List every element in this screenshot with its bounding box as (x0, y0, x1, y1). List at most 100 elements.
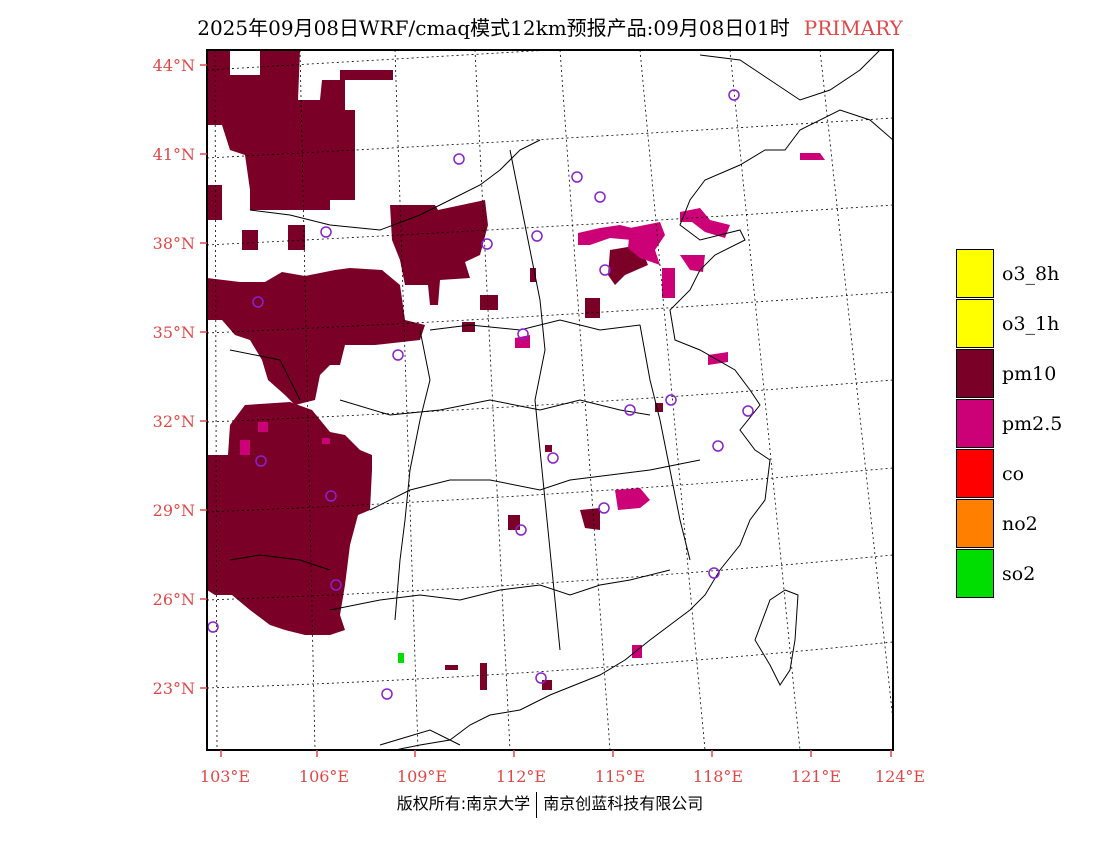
province-border-8 (639, 324, 691, 561)
station-marker (531, 230, 543, 242)
province-border-10 (229, 554, 331, 571)
lat-axis-labels: 44°N 41°N 38°N 35°N 32°N 29°N 26°N 23°N (153, 56, 195, 698)
legend-label: o3_1h (1002, 313, 1060, 335)
legend-swatch (956, 349, 994, 398)
footer-divider (536, 791, 538, 818)
pm10-region-north (207, 50, 355, 210)
boundaries (229, 50, 893, 750)
lat-label: 44°N (153, 56, 195, 75)
station-marker (330, 579, 342, 591)
map-plot-area (207, 50, 893, 750)
legend-label: co (1002, 463, 1025, 485)
pm25-spot-guangdong (632, 645, 642, 658)
station-marker (320, 226, 332, 238)
pm25-region-shandong (680, 255, 705, 272)
pm10-region-west-spot2 (288, 225, 305, 250)
province-border-4 (369, 459, 701, 511)
legend-label: o3_8h (1002, 263, 1060, 285)
lon-label: 103°E (200, 767, 250, 786)
legend-item-co: co (956, 449, 1100, 499)
legend-swatch (956, 399, 994, 448)
legend-swatch (956, 549, 994, 598)
station-marker (381, 688, 393, 700)
legend-label: no2 (1002, 513, 1038, 535)
lat-label: 38°N (153, 234, 195, 253)
legend-item-o3-8h: o3_8h (956, 249, 1100, 299)
pm25-spot-hunan (322, 438, 330, 444)
station-marker (517, 328, 529, 340)
legend-label: pm2.5 (1002, 413, 1063, 435)
station-marker (252, 296, 264, 308)
station-marker (535, 672, 547, 684)
pm25-region-bohai (680, 208, 730, 238)
province-border-2 (429, 319, 641, 331)
pm25-spot-sichuan (240, 440, 250, 455)
province-border-1 (249, 139, 541, 231)
pm25-region-jiangsu (708, 352, 728, 365)
station-marker (392, 349, 404, 361)
province-border-9 (229, 349, 301, 401)
tick-marks (200, 64, 892, 757)
copyright-left: 版权所有:南京大学 (396, 794, 531, 813)
pm10-region-north-sliver (340, 70, 393, 80)
pm10-region-central-north (390, 200, 488, 305)
pm10-spot-f (580, 508, 600, 530)
pm10-spot-a (462, 322, 475, 332)
lat-label: 32°N (153, 412, 195, 431)
lon-label: 106°E (299, 767, 349, 786)
lat-label: 26°N (153, 590, 195, 609)
lon-label: 112°E (496, 767, 546, 786)
station-marker (547, 452, 559, 464)
pm25-region-hubei-east (615, 488, 650, 510)
province-border-7 (394, 329, 431, 621)
station-marker (481, 238, 493, 250)
legend-swatch (956, 249, 994, 298)
title-main: 2025年09月08日WRF/cmaq模式12km预报产品:09月08日01时 (197, 16, 790, 40)
station-marker (708, 567, 720, 579)
pm10-spot-e (545, 445, 552, 452)
pm10-spot-i (480, 663, 487, 690)
coastline (394, 109, 893, 750)
map-frame (206, 49, 894, 751)
pm10-region-west-central (207, 268, 425, 405)
legend-swatch (956, 499, 994, 548)
pm10-region-west-edge (207, 185, 222, 220)
station-marker (599, 264, 611, 276)
pm10-region-southwest (207, 402, 372, 635)
copyright-footer: 版权所有:南京大学 南京创蓝科技有限公司 (0, 790, 1100, 818)
legend-swatch (956, 449, 994, 498)
pm10-region-west-spot (242, 230, 258, 250)
station-marker (453, 153, 465, 165)
lon-label: 118°E (693, 767, 743, 786)
legend-label: pm10 (1002, 363, 1057, 385)
station-marker (598, 502, 610, 514)
province-border-3 (339, 399, 651, 416)
lat-label: 41°N (153, 145, 195, 164)
taiwan (754, 589, 799, 686)
lat-label: 23°N (153, 679, 195, 698)
legend-label: so2 (1002, 563, 1036, 585)
province-border-5 (329, 569, 671, 611)
lon-label: 124°E (875, 767, 925, 786)
so2-spot (398, 653, 404, 663)
station-marker (665, 394, 677, 406)
legend-item-so2: so2 (956, 549, 1100, 599)
lon-label: 115°E (595, 767, 645, 786)
legend-item-pm25: pm2.5 (956, 399, 1100, 449)
pm10-spot-b (480, 295, 498, 310)
hainan-hint (379, 729, 461, 746)
legend-item-pm10: pm10 (956, 349, 1100, 399)
station-marker (742, 405, 754, 417)
pm10-regions (207, 50, 663, 690)
pm25-region-beijing-tianjin (578, 225, 632, 245)
station-markers (207, 89, 754, 700)
copyright-right: 南京创蓝科技有限公司 (543, 794, 704, 813)
pm25-spot-sichuan2 (258, 422, 268, 432)
station-marker (325, 490, 337, 502)
pm10-spot-h (445, 665, 458, 670)
graticule (207, 50, 893, 750)
map-title: 2025年09月08日WRF/cmaq模式12km预报产品:09月08日01时 P… (0, 12, 1100, 41)
pm10-spot-c (585, 298, 600, 318)
station-marker (255, 455, 267, 467)
